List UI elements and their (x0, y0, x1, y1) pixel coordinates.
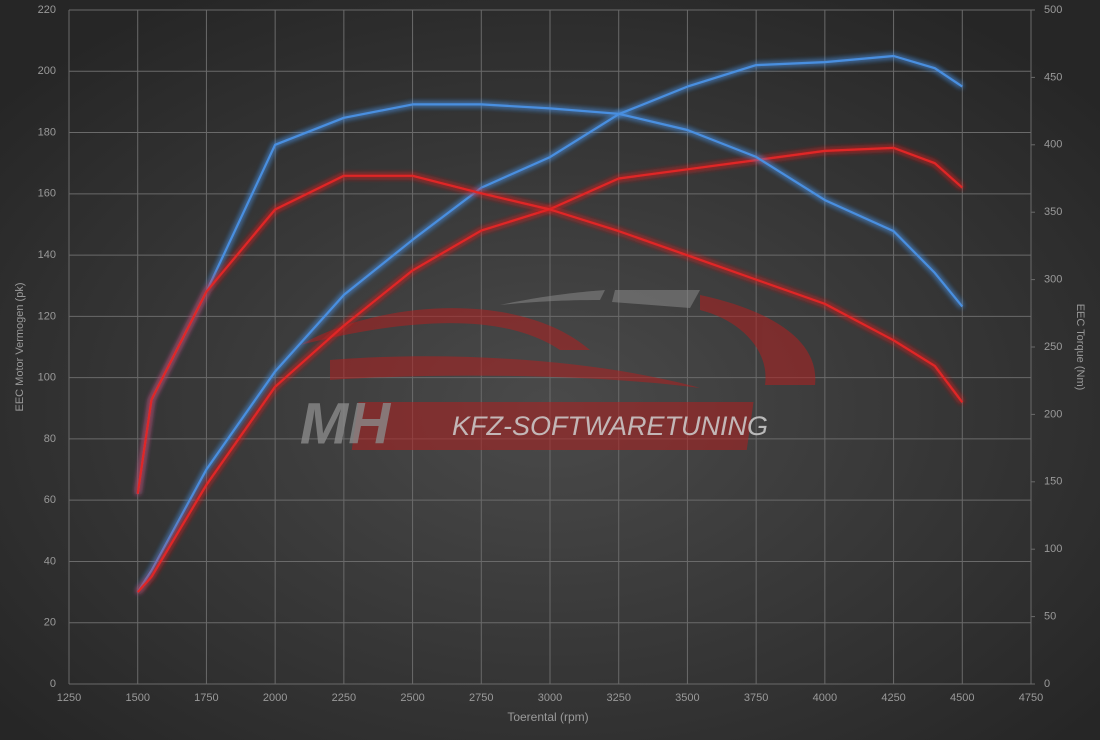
watermark-logo (300, 290, 816, 450)
series-line (136, 54, 963, 593)
x-tick-label: 2500 (400, 692, 424, 704)
y2-tick-label: 250 (1044, 341, 1062, 353)
y-tick-label: 60 (44, 494, 56, 506)
y2-tick-label: 50 (1044, 611, 1056, 623)
y-axis-label: EEC Motor Vermogen (pk) (14, 283, 26, 412)
x-tick-label: 4750 (1019, 692, 1043, 704)
y2-tick-label: 300 (1044, 274, 1062, 286)
y2-tick-label: 0 (1044, 678, 1050, 690)
y-tick-label: 120 (38, 310, 56, 322)
y2-tick-label: 350 (1044, 206, 1062, 218)
y2-axis-label: EEC Torque (Nm) (1074, 304, 1086, 391)
y-tick-label: 40 (44, 555, 56, 567)
series-line (136, 103, 964, 495)
y-tick-label: 100 (38, 372, 56, 384)
x-tick-label: 2000 (263, 692, 287, 704)
y2-tick-label: 400 (1044, 139, 1062, 151)
x-tick-label: 2250 (332, 692, 356, 704)
y-tick-label: 80 (44, 433, 56, 445)
y2-tick-label: 150 (1044, 476, 1062, 488)
y2-tick-label: 100 (1044, 543, 1062, 555)
y-tick-label: 200 (38, 65, 56, 77)
x-tick-label: 4000 (813, 692, 837, 704)
y-tick-label: 220 (38, 4, 56, 16)
x-tick-label: 1250 (57, 692, 81, 704)
y2-tick-label: 200 (1044, 408, 1062, 420)
y2-tick-label: 450 (1044, 71, 1062, 83)
y-tick-label: 0 (50, 678, 56, 690)
x-tick-label: 3500 (675, 692, 699, 704)
x-axis-label: Toerental (rpm) (507, 710, 588, 724)
y2-tick-label: 500 (1044, 4, 1062, 16)
y-tick-label: 180 (38, 126, 56, 138)
x-tick-label: 3000 (538, 692, 562, 704)
x-tick-label: 1500 (125, 692, 149, 704)
y-tick-label: 160 (38, 188, 56, 200)
x-tick-label: 1750 (194, 692, 218, 704)
x-tick-label: 2750 (469, 692, 493, 704)
grid (68, 9, 1032, 685)
watermark-text: KFZ-SOFTWARETUNING (452, 411, 768, 441)
x-tick-label: 3250 (606, 692, 630, 704)
y-tick-label: 20 (44, 617, 56, 629)
x-tick-label: 4250 (881, 692, 905, 704)
x-tick-label: 4500 (950, 692, 974, 704)
y-tick-label: 140 (38, 249, 56, 261)
watermark-mh: MH (300, 391, 391, 456)
x-tick-label: 3750 (744, 692, 768, 704)
series-line (136, 174, 964, 495)
